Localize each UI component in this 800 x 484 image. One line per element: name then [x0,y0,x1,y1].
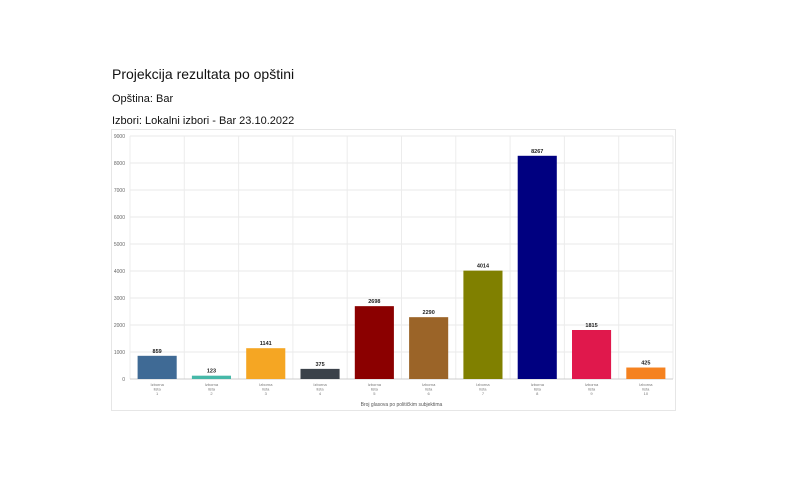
x-tick-label: Izborna [368,382,382,387]
x-tick-label: lista [425,387,433,392]
x-tick-label: Izborna [259,382,273,387]
y-tick-label: 8000 [114,161,125,167]
bar-value-label: 425 [641,361,650,367]
x-tick-label: Izborna [422,382,436,387]
bar [354,306,394,379]
x-tick-label: lista [479,387,487,392]
x-tick-label: 8 [536,391,539,396]
x-tick-label: 9 [590,391,593,396]
municipality-label: Opština: Bar [112,93,174,105]
y-tick-label: 6000 [114,215,125,221]
x-tick-label: Izborna [150,382,164,387]
y-tick-label: 7000 [114,188,125,194]
x-tick-label: 10 [644,391,649,396]
bar [517,155,557,379]
x-tick-label: lista [588,387,596,392]
y-tick-label: 2000 [114,323,125,329]
bar [246,348,286,379]
bar-value-label: 2290 [423,310,435,316]
x-tick-label: lista [642,387,650,392]
y-tick-label: 1000 [114,350,125,356]
x-tick-label: lista [154,387,162,392]
page-title: Projekcija rezultata po opštini [112,66,295,82]
x-tick-label: lista [208,387,216,392]
x-tick-label: 2 [210,391,213,396]
bar-value-label: 4014 [477,264,490,270]
x-tick-label: lista [316,387,324,392]
bar [409,317,449,379]
x-tick-label: 6 [428,391,431,396]
y-tick-label: 3000 [114,296,125,302]
bar [191,375,231,379]
bar-value-label: 859 [153,349,162,355]
x-tick-label: lista [534,387,542,392]
bar-value-label: 2698 [368,299,380,305]
bar [300,368,340,379]
bar-value-label: 1141 [260,341,272,347]
x-axis-title: Broj glasova po političkim subjektima [361,402,443,408]
y-tick-label: 0 [122,377,125,383]
chart-header: Projekcija rezultata po opštini Opština:… [112,66,294,136]
x-tick-label: Izborna [639,382,653,387]
x-tick-label: 5 [373,391,376,396]
election-label: Izbori: Lokalni izbori - Bar 23.10.2022 [112,115,295,127]
bar-value-label: 8267 [531,149,543,155]
x-tick-label: 3 [265,391,268,396]
y-tick-label: 4000 [114,269,125,275]
x-tick-label: Izborna [531,382,545,387]
x-tick-label: Izborna [205,382,219,387]
x-tick-label: 1 [156,391,159,396]
x-tick-label: Izborna [313,382,327,387]
bar [626,367,666,379]
bar [137,355,177,379]
x-tick-label: 4 [319,391,322,396]
y-tick-label: 5000 [114,242,125,248]
y-tick-label: 9000 [114,134,125,140]
x-tick-label: lista [262,387,270,392]
x-tick-label: Izborna [476,382,490,387]
bar [572,329,612,379]
bar-value-label: 123 [207,369,216,375]
bar-value-label: 375 [315,362,324,368]
x-tick-label: Izborna [585,382,599,387]
bar-value-label: 1815 [585,323,597,329]
bar [463,270,503,379]
x-tick-label: 7 [482,391,485,396]
chart-container [111,129,676,411]
x-tick-label: lista [371,387,379,392]
